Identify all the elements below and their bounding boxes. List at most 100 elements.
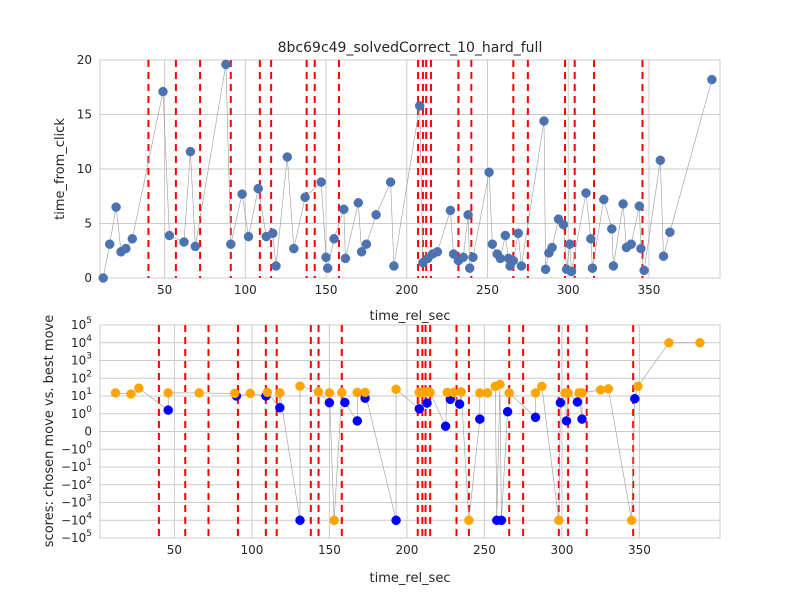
data-point [487,239,498,249]
y-tick-label: 5 [84,217,92,231]
data-point [655,155,666,166]
data-point [665,227,675,237]
data-point [634,201,645,211]
data-point [295,515,305,526]
data-point [194,388,204,398]
y-tick-label: −102 [61,476,92,492]
data-point [633,381,643,392]
data-point [608,261,619,271]
data-point [504,388,514,398]
data-point [245,388,256,399]
data-point [500,230,511,241]
data-point [356,247,367,257]
data-point [516,261,527,271]
data-point [463,210,473,220]
top-points [98,59,717,283]
data-point [565,239,575,249]
y-tick-label: −103 [61,494,92,510]
data-point [230,388,240,399]
top-y-axis-label: time_from_click [53,118,68,220]
data-point [484,167,494,178]
data-point [530,412,541,423]
x-tick-label: 200 [395,543,418,557]
data-point [339,204,349,215]
x-tick-label: 150 [318,543,341,557]
top-chart: 50 100 150 200 250 300 350 0 5 10 15 20 8bc69c49_s… [53,40,721,324]
data-point [563,388,573,398]
y-tick-label: −101 [61,458,92,474]
data-point [577,388,587,398]
data-point [495,379,505,390]
data-point [555,397,566,408]
data-point [530,388,541,398]
x-tick-label: 200 [395,283,418,297]
data-point [458,252,469,263]
data-point [468,252,478,263]
data-point [581,188,591,198]
x-tick-label: 350 [638,283,661,297]
data-point [658,251,669,261]
data-point [636,243,646,254]
bottom-grid [100,324,720,539]
data-point [243,231,254,242]
bottom-x-tick-labels: 50 100 150 200 250 300 350 [167,543,651,557]
y-tick-label: 20 [77,53,92,67]
data-point [313,387,324,397]
data-point [540,264,551,275]
data-point [237,189,247,199]
y-tick-label: 10 [77,162,92,176]
data-point [353,198,364,208]
data-point [289,243,299,254]
data-point [352,416,363,426]
data-point [262,387,273,398]
data-point [440,421,451,431]
data-point [502,406,513,417]
data-point [448,249,459,259]
data-point [425,387,435,398]
data-point [329,234,339,244]
data-point [595,385,606,395]
data-point [337,387,347,398]
data-point [324,397,335,408]
data-point [391,515,401,526]
data-point [456,387,466,397]
y-tick-label: 0 [84,271,92,285]
data-point [111,202,121,212]
data-point [385,177,396,187]
data-point [127,234,138,244]
data-point [126,389,136,399]
data-point [121,243,131,254]
data-point [603,384,614,394]
data-point [275,388,285,398]
data-point [586,234,596,244]
data-point [253,183,263,194]
data-point [163,405,173,415]
data-point [695,338,705,348]
x-tick-label: 100 [240,543,263,557]
data-point [164,230,175,241]
data-point [271,261,281,271]
data-point [618,199,628,209]
data-point [110,388,121,398]
top-chart-title: 8bc69c49_solvedCorrect_10_hard_full [278,40,543,56]
x-tick-label: 50 [157,283,172,297]
x-tick-label: 100 [234,283,257,297]
data-point [324,388,335,398]
data-point [391,384,401,395]
data-point [282,152,293,162]
data-point [547,242,557,253]
y-tick-label: 104 [71,334,92,350]
y-tick-label: 15 [77,108,92,122]
bottom-x-axis-label: time_rel_sec [370,571,451,586]
x-tick-label: 50 [167,543,182,557]
data-point [445,205,456,216]
y-tick-label: −104 [61,511,92,527]
data-point [179,237,189,247]
data-point [98,273,108,283]
data-point [587,263,598,273]
data-point [577,414,587,424]
data-point [599,194,609,205]
